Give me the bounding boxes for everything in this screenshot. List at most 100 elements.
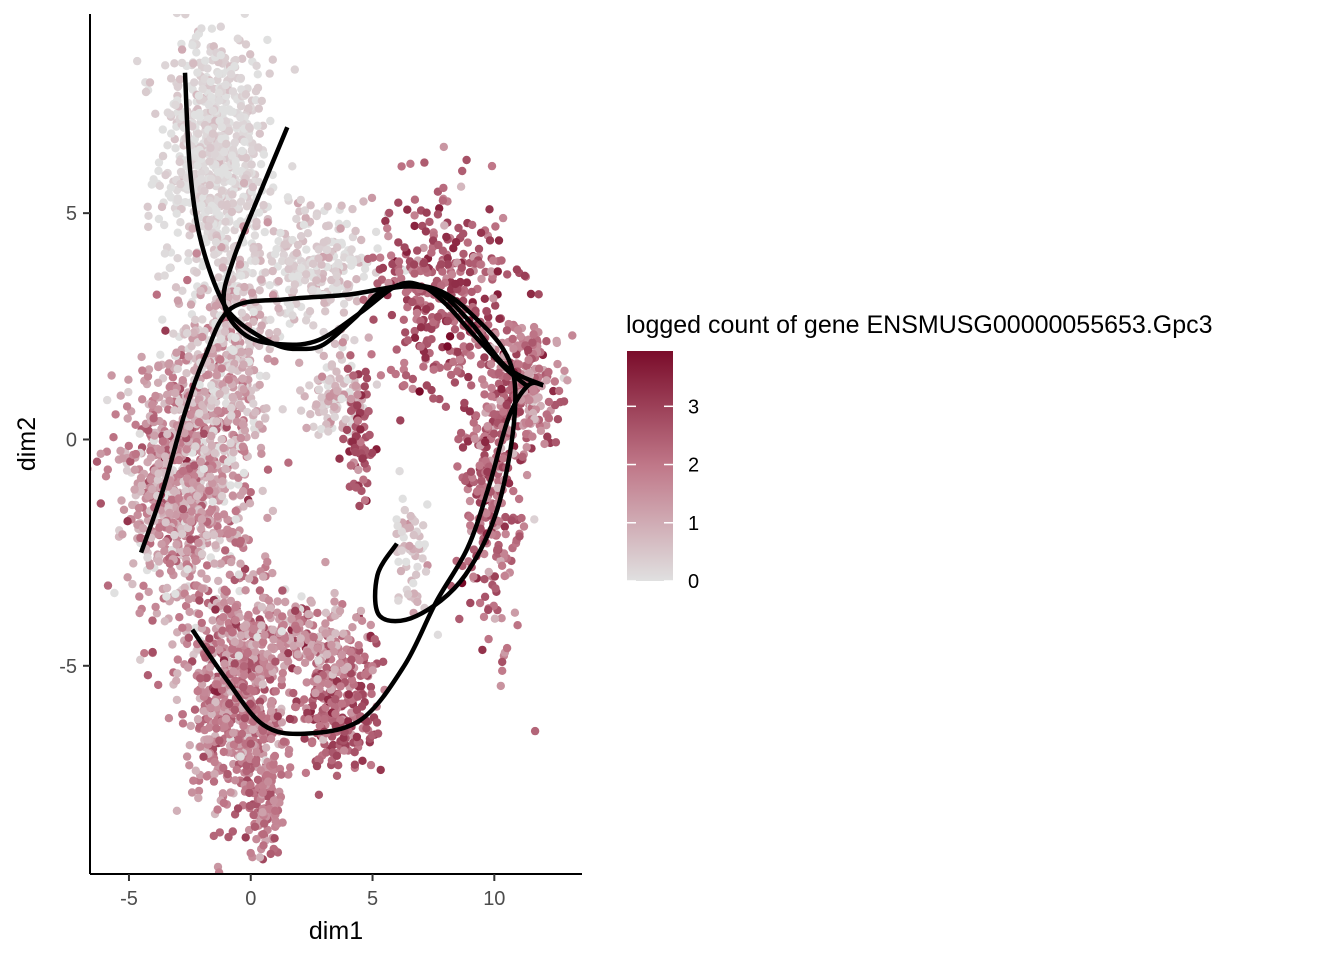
data-point	[194, 129, 203, 138]
data-point	[358, 756, 367, 765]
data-point	[350, 336, 359, 345]
data-point	[160, 271, 169, 280]
data-point	[454, 223, 463, 233]
data-point	[466, 598, 475, 608]
data-point	[397, 274, 406, 283]
data-point	[528, 432, 537, 441]
data-point	[332, 751, 342, 760]
data-point	[433, 210, 443, 219]
data-point	[339, 629, 348, 638]
data-point	[288, 272, 297, 281]
data-point	[75, 540, 83, 548]
data-point	[251, 408, 260, 417]
data-point	[196, 742, 205, 751]
data-point	[233, 34, 242, 43]
data-point	[257, 96, 266, 106]
data-point	[364, 407, 373, 416]
data-point	[118, 530, 127, 539]
data-point	[490, 572, 499, 581]
data-point	[409, 260, 419, 269]
data-point	[192, 249, 201, 258]
data-point	[285, 714, 295, 724]
data-point	[205, 486, 214, 495]
data-point	[123, 414, 132, 423]
data-point	[355, 656, 364, 665]
data-point	[376, 253, 385, 262]
data-point	[356, 425, 365, 434]
data-point	[348, 623, 357, 632]
data-point	[470, 434, 480, 444]
data-point	[258, 486, 267, 496]
data-point	[186, 721, 195, 731]
data-point	[175, 75, 185, 84]
data-point	[550, 377, 559, 386]
data-point	[364, 333, 373, 342]
data-point	[198, 584, 207, 593]
data-point	[128, 579, 137, 589]
data-point	[280, 634, 290, 643]
data-point	[542, 421, 551, 430]
data-point	[362, 374, 372, 383]
data-point	[222, 201, 231, 211]
data-point	[171, 589, 180, 599]
data-point	[264, 777, 273, 786]
data-point	[346, 394, 356, 404]
data-point	[203, 64, 212, 73]
data-point	[207, 431, 216, 441]
data-point	[204, 100, 214, 110]
data-point	[339, 746, 349, 755]
data-point	[519, 522, 529, 531]
data-point	[259, 637, 268, 647]
data-point	[167, 495, 177, 504]
data-point	[460, 398, 469, 408]
data-point	[140, 649, 149, 658]
data-point	[182, 0, 190, 6]
data-point	[256, 160, 266, 169]
data-point	[236, 113, 245, 122]
data-point	[392, 515, 401, 524]
data-point	[194, 538, 203, 548]
data-point	[247, 2, 255, 10]
data-point	[151, 602, 160, 612]
data-point	[397, 527, 407, 536]
data-point	[418, 554, 427, 563]
data-point	[130, 465, 140, 474]
data-point	[400, 243, 409, 252]
data-point	[187, 507, 196, 516]
data-point	[290, 280, 300, 289]
data-point	[184, 633, 193, 642]
data-point	[231, 333, 240, 342]
data-point	[153, 378, 163, 387]
data-point	[438, 246, 448, 255]
data-point	[198, 150, 207, 159]
data-point	[313, 644, 322, 653]
data-point	[211, 237, 221, 247]
data-point	[530, 726, 540, 736]
data-point	[202, 574, 211, 584]
data-point	[320, 298, 329, 308]
data-point	[257, 711, 266, 720]
data-point	[137, 481, 146, 490]
data-point	[454, 435, 463, 444]
data-point	[137, 352, 146, 362]
data-point	[526, 289, 536, 299]
data-point	[133, 56, 142, 66]
data-point	[184, 256, 193, 265]
data-point	[354, 641, 363, 650]
data-point	[198, 332, 207, 342]
data-point	[206, 77, 215, 87]
data-point	[459, 229, 468, 238]
data-point	[218, 626, 227, 635]
data-point	[271, 806, 280, 815]
data-point	[264, 611, 274, 620]
data-point	[261, 743, 271, 752]
data-point	[198, 315, 207, 324]
data-point	[221, 217, 230, 226]
data-point	[273, 712, 282, 721]
data-point	[172, 540, 181, 549]
data-point	[347, 245, 356, 254]
data-point	[366, 620, 375, 630]
data-point	[352, 297, 362, 306]
data-point	[462, 155, 471, 165]
data-point	[469, 545, 479, 554]
